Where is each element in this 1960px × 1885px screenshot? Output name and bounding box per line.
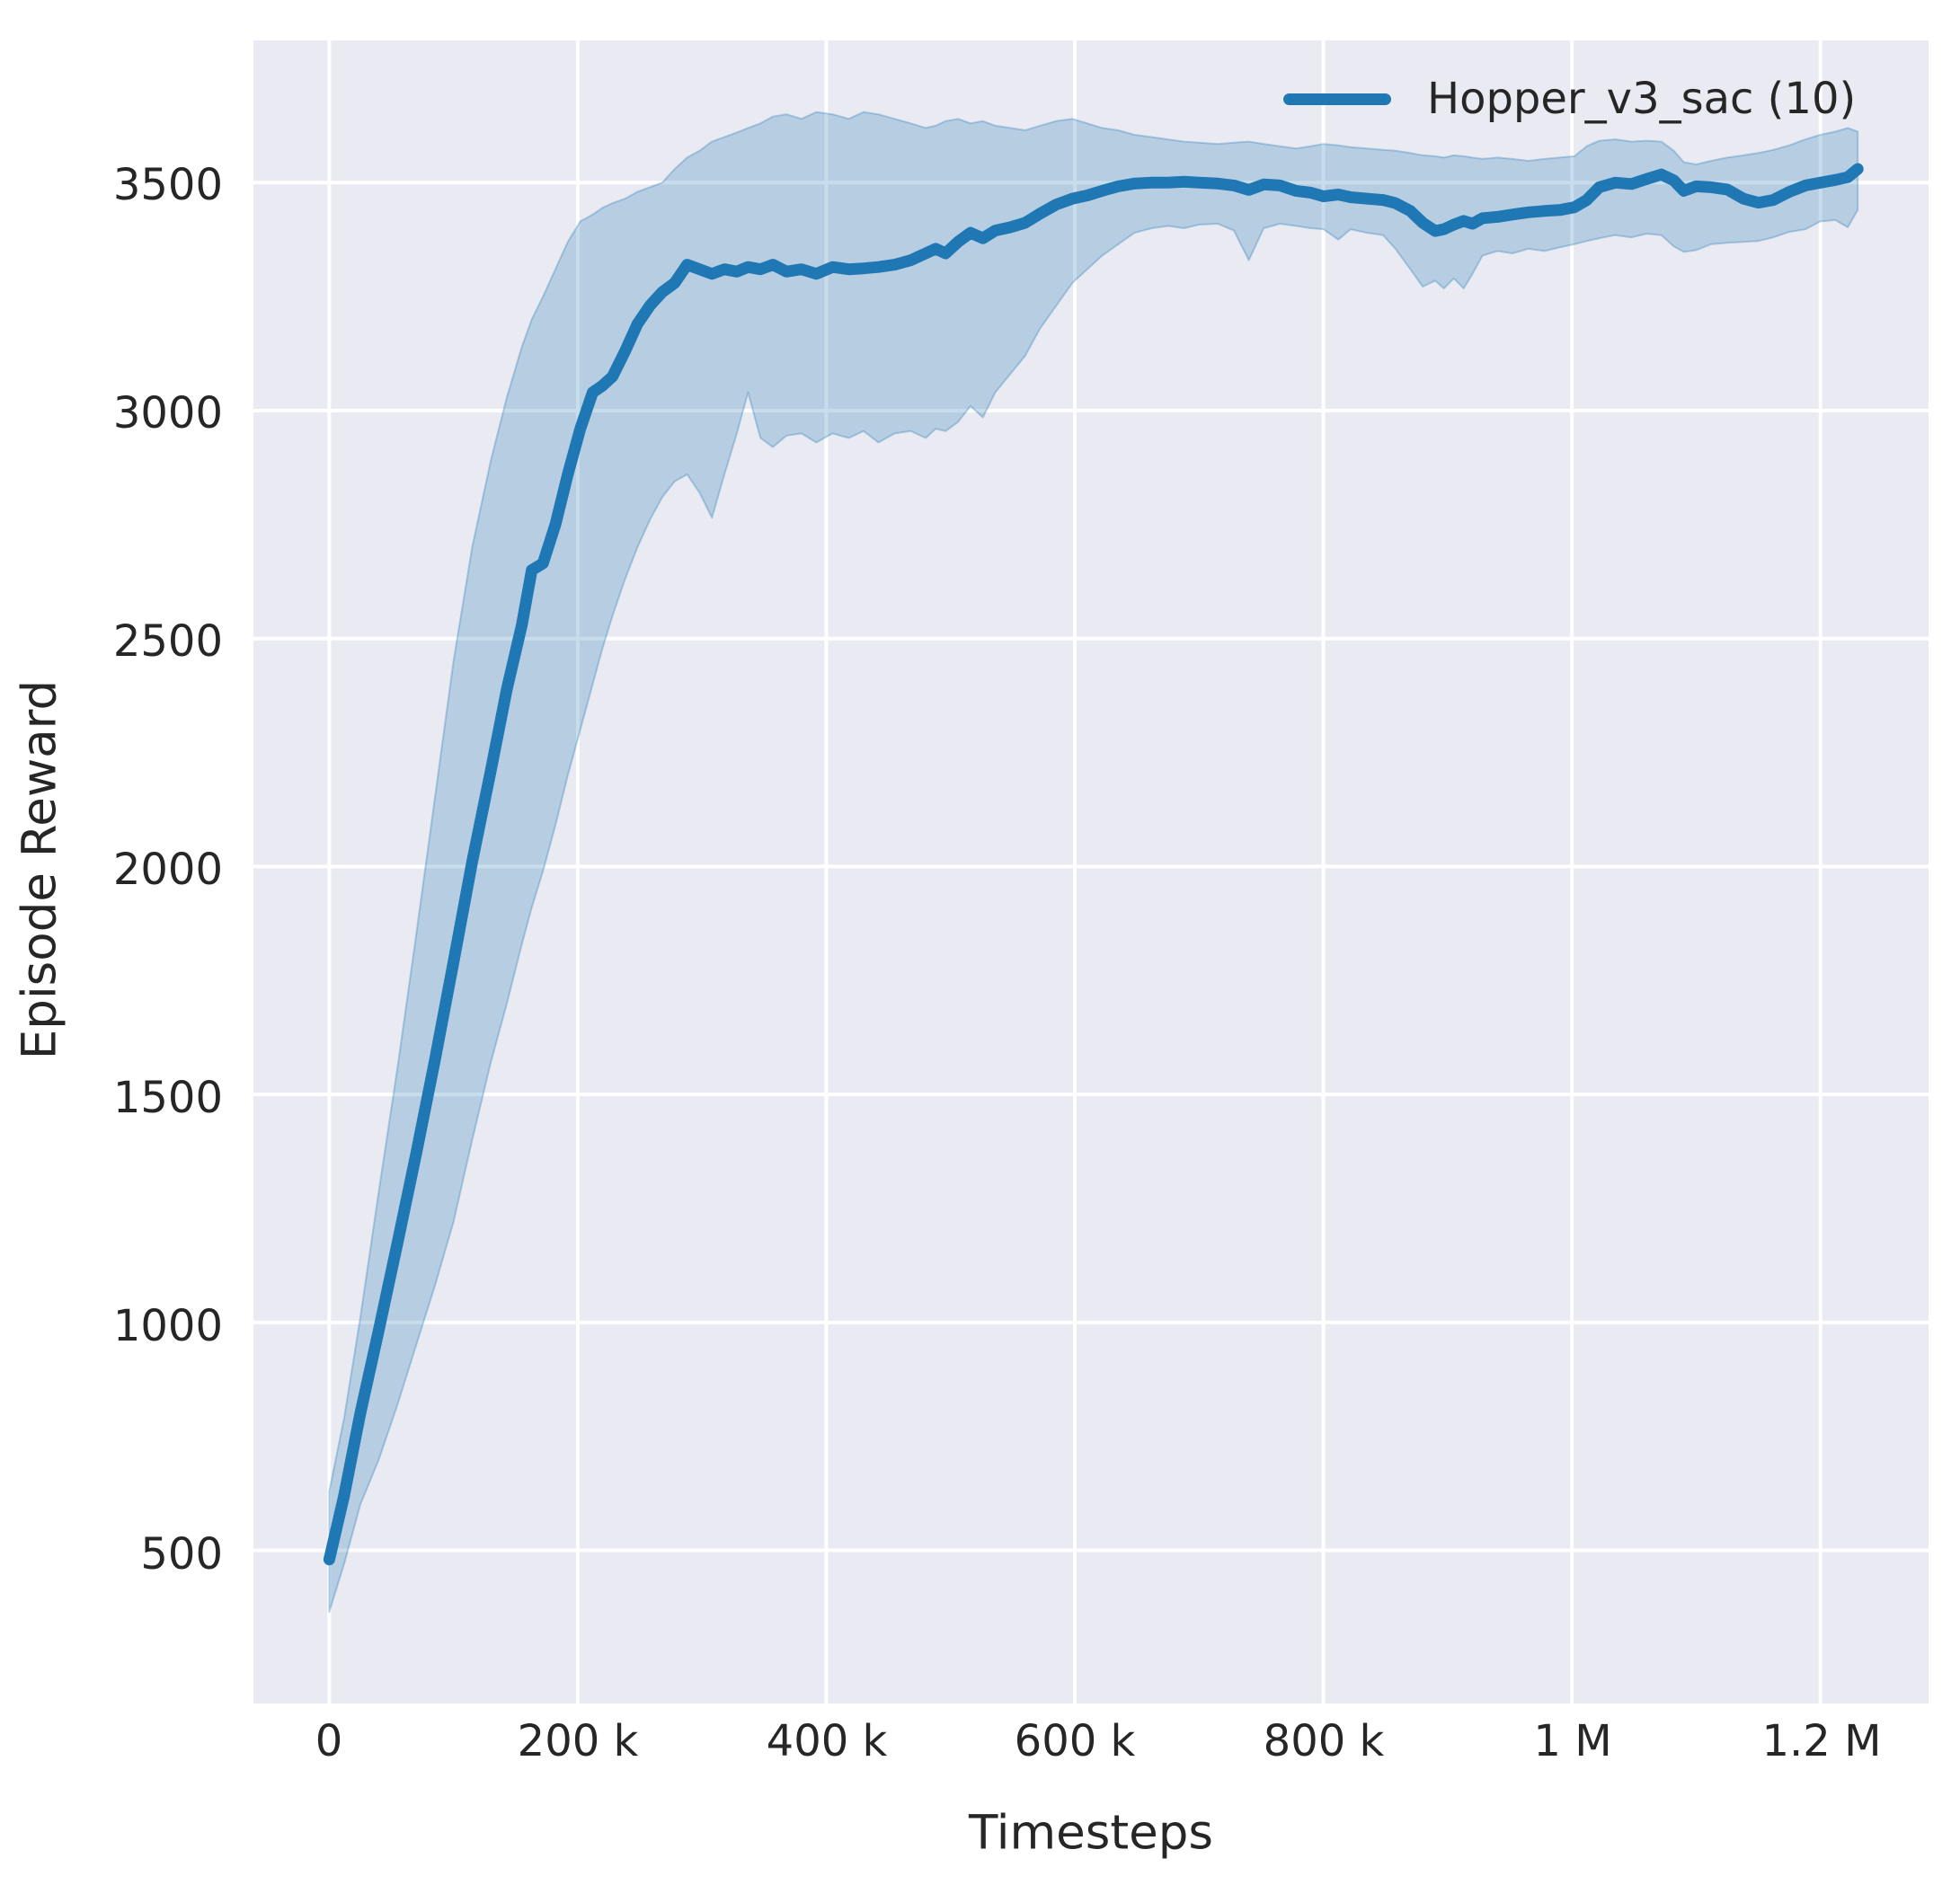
x-tick-1p2m: 1.2 M	[1761, 1716, 1882, 1766]
x-tick-0: 0	[315, 1716, 343, 1766]
legend: Hopper_v3_sac (10)	[1283, 75, 1856, 122]
x-tick-400k: 400 k	[766, 1716, 888, 1766]
x-tick-800k: 800 k	[1263, 1716, 1385, 1766]
y-tick-3500: 3500	[112, 160, 223, 210]
gridlines	[253, 40, 1929, 1704]
y-tick-500: 500	[140, 1529, 223, 1580]
legend-line-swatch	[1283, 93, 1391, 105]
y-tick-1000: 1000	[112, 1301, 223, 1351]
y-tick-2000: 2000	[112, 845, 223, 895]
x-axis-label: Timesteps	[969, 1805, 1213, 1861]
x-tick-600k: 600 k	[1014, 1716, 1136, 1766]
legend-label: Hopper_v3_sac (10)	[1427, 74, 1857, 124]
y-tick-3000: 3000	[112, 388, 223, 438]
confidence-band	[328, 111, 1859, 1613]
x-tick-1m: 1 M	[1533, 1716, 1612, 1766]
x-tick-200k: 200 k	[517, 1716, 639, 1766]
plot-background	[253, 40, 1929, 1704]
mean-reward-line	[323, 163, 1864, 1566]
y-tick-2500: 2500	[112, 616, 223, 667]
y-axis-label: Episode Reward	[12, 679, 67, 1060]
y-tick-1500: 1500	[112, 1073, 223, 1123]
